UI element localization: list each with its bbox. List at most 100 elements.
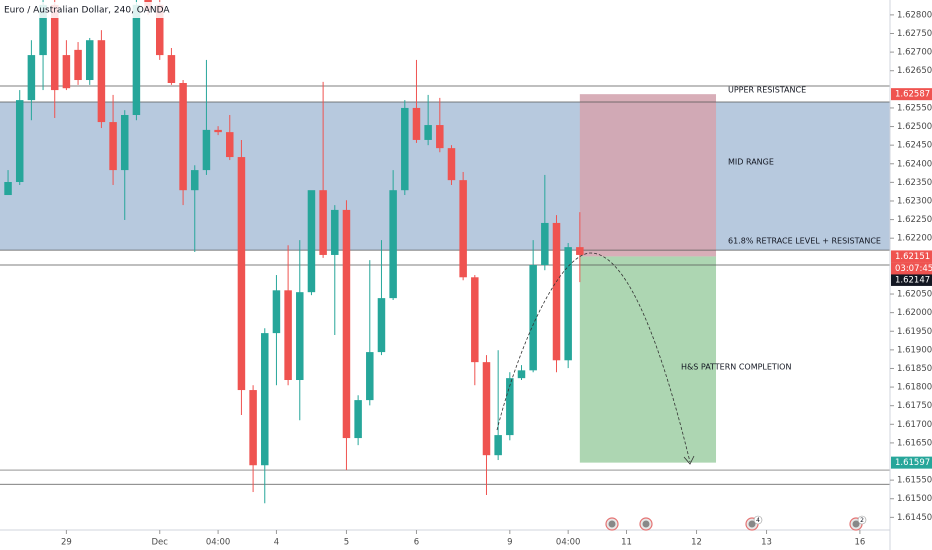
candle-body [377,298,386,353]
candle-body [564,247,572,361]
x-tick-label: 04:00 [206,538,231,548]
event-icon-inner [608,520,616,528]
y-tick-label: 1.62800 [897,10,932,20]
y-tick-label: 1.61500 [897,494,932,504]
price-tag [891,88,932,101]
price-tag-label: 1.62151 [895,252,930,262]
candle-body [436,125,444,149]
range-zone [0,101,890,251]
y-tick-label: 1.61850 [897,364,932,374]
zones [0,94,890,463]
candle-body [50,4,59,91]
x-tick-label: 12 [691,538,702,548]
candle-body [331,209,339,255]
y-tick-label: 1.61650 [897,438,932,448]
candle-body [541,222,549,265]
price-tag [891,456,932,469]
y-tick-label: 1.61700 [897,420,932,430]
price-tag-label: 1.61597 [895,458,930,468]
x-tick-label: 13 [761,538,772,548]
candle-body [412,107,421,140]
y-tick-label: 1.61950 [897,327,932,337]
y-tick-label: 1.62300 [897,196,932,206]
x-tick-label: 16 [854,538,865,548]
labels: 1.62800 1.62750 1.62700 1.62650 1.62550 1.625… [61,10,932,548]
candle-body [307,190,316,293]
event-icon-inner [748,520,756,528]
event-icon-inner [852,520,860,528]
candle-body [447,148,456,181]
candle-body [4,182,12,196]
candle-body [424,125,432,140]
y-tick-label: 1.62750 [897,29,932,39]
y-tick-label: 1.62050 [897,290,932,300]
candle-body [226,132,234,158]
y-tick-label: 1.61900 [897,345,932,355]
candle-body [15,100,24,183]
candle-body [482,362,491,456]
event-badge-count: 2 [860,517,864,524]
y-tick-label: 1.62200 [897,234,932,244]
candle-body [517,370,526,379]
x-tick-label: 04:00 [556,538,581,548]
candle-body [191,170,199,191]
candle-body [62,55,71,89]
projection-arrow [496,252,691,463]
countdown: 03:07:45 [895,264,932,274]
y-tick-label: 1.62000 [897,308,932,318]
candle-body [167,55,176,83]
candle-body [284,290,292,381]
candle-body [214,129,222,133]
candle-body [155,4,164,56]
candle-body [389,190,397,299]
candle-body [120,115,129,171]
candle-body [272,290,281,334]
y-tick-label: 1.62500 [897,122,932,132]
y-tick-label: 1.62400 [897,159,932,169]
candle-body [552,222,561,361]
candle-body [494,435,502,456]
y-tick-label: 1.61550 [897,476,932,486]
stop-zone [579,94,717,257]
candle-body [85,40,94,81]
arrow-head [683,455,695,465]
price-tag [891,250,932,263]
candle-body [97,40,106,123]
candle-body [237,157,246,391]
y-tick-label: 1.62350 [897,178,932,188]
candle-body [506,378,514,436]
y-tick-label: 1.62700 [897,48,932,58]
candle-body [401,107,409,191]
x-tick-label: 4 [274,538,279,548]
candle-body [179,82,187,191]
x-tick-label: 9 [507,538,512,548]
x-tick-label: 29 [61,538,72,548]
price-tag [891,273,932,286]
title-bg [0,2,196,18]
candle-body [319,190,327,255]
y-tick-label: 1.61450 [897,513,932,523]
event-badge [753,515,763,525]
annotation: UPPER RESISTANCE [728,86,806,95]
candle-body [576,247,584,255]
countdown-bg [891,262,932,275]
candle-body [109,122,117,171]
y-tick-label: 1.62650 [897,66,932,76]
chart-title: Euro / Australian Dollar, 240, OANDA [4,6,170,16]
price-tag-label: 1.62587 [895,90,930,100]
x-tick-label: 6 [414,538,419,548]
candle-body [39,4,47,56]
candle-body [27,55,36,101]
event-icon-inner [642,520,650,528]
levels [0,85,890,485]
annotation: 61.8% RETRACE LEVEL + RESISTANCE [728,237,881,246]
candle-body [342,209,351,439]
x-tick-label: Dec [152,538,169,548]
y-tick-label: 1.62550 [897,103,932,113]
x-tick-label: 5 [344,538,349,548]
candle-body [296,292,304,381]
candle-body [471,277,479,363]
candle-body [132,4,141,116]
target-zone [579,256,717,463]
